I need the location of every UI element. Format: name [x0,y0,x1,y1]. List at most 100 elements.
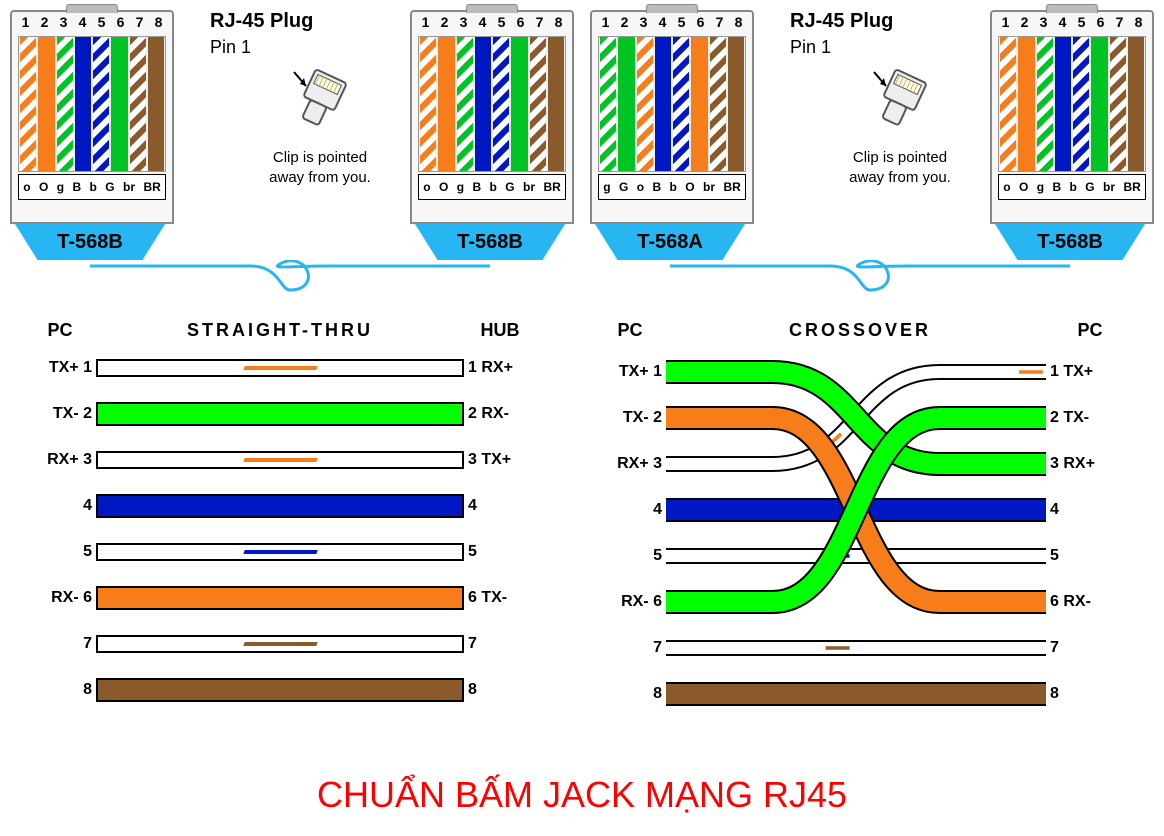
wire-pin [1128,37,1144,171]
rj45-connector-icon [290,68,350,138]
plug-info-block: RJ-45 Plug Pin 1 Clip is pointedaway from… [790,10,1010,187]
wire-pin [493,37,509,171]
pin1-label: Pin 1 [210,37,430,58]
wire-pin [1018,37,1034,171]
pin-label-right: 7 [1046,625,1116,671]
wire-pin [130,37,146,171]
wire-pin [93,37,109,171]
wire-bar [96,494,464,518]
wire-pin [618,37,634,171]
wire-pin [728,37,744,171]
wire-bar [96,402,464,426]
left-end-label: PC [30,320,90,341]
wire-bar [96,543,464,561]
right-end-label: HUB [470,320,530,341]
pin-label-right: 5 [464,543,530,561]
pin-label-right: 3 RX+ [1046,441,1116,487]
wire-pin [710,37,726,171]
pin-label-left: 4 [600,487,666,533]
pin-label-left: RX- 6 [600,579,666,625]
wire-pin [673,37,689,171]
pin-label-left: TX+ 1 [600,349,666,395]
clip-tab [66,4,118,13]
clip-note-text: Clip is pointedaway from you. [210,148,430,187]
pin-label-left: TX- 2 [600,395,666,441]
wiring-diagrams-area: PC STRAIGHT-THRU HUB TX+ 11 RX+ TX- 2 2 RX-… [30,320,1134,740]
pin-label-left: TX- 2 [30,405,96,423]
clip-note-text: Clip is pointedaway from you. [790,148,1010,187]
pin-code-row: gGoBbObrBR [598,174,746,200]
plug-title-text: RJ-45 Plug [210,10,430,33]
pin-label-left: RX- 6 [30,589,96,607]
wire-pin [148,37,164,171]
footer-title: CHUẨN BẤM JACK MẠNG RJ45 [0,774,1164,816]
clip-tab [646,4,698,13]
plug-info-block: RJ-45 Plug Pin 1 Clip is pointedaway from… [210,10,430,187]
pin1-label: Pin 1 [790,37,1010,58]
plug-standard-label: T-568B [415,224,565,260]
wire-row: 88 [30,671,530,709]
wire-pin [75,37,91,171]
pin-code-row: oOgBbGbrBR [18,174,166,200]
wire-pin [655,37,671,171]
pin-numbers: 12345678 [592,12,752,32]
rj45-connector-icon [870,68,930,138]
pin-label-right: 4 [1046,487,1116,533]
pin-label-right: 5 [1046,533,1116,579]
wire-pin [1110,37,1126,171]
wire-row: RX+ 33 TX+ [30,441,530,479]
wire-pin [1091,37,1107,171]
wire-pin [457,37,473,171]
crossover-diagram: PC CROSSOVER PCTX+ 1TX- 2RX+ 345RX- 6781… [600,320,1120,740]
pin-numbers: 12345678 [412,12,572,32]
pin-label-left: 8 [30,681,96,699]
pin-label-left: 8 [600,671,666,717]
wire-bar [96,635,464,653]
diagram-header: PC STRAIGHT-THRU HUB [30,320,530,341]
pin-label-right: 7 [464,635,530,653]
plug-standard-label: T-568B [15,224,165,260]
wires-area [998,36,1146,172]
wire-row: TX- 2 2 RX- [30,395,530,433]
pin-label-right: 6 TX- [464,589,530,607]
rj45-plug-t-568a: 12345678 gGoBbObrBR T-568A [590,10,750,260]
diagram-header: PC CROSSOVER PC [600,320,1120,341]
pin-label-left: 4 [30,497,96,515]
cable-line [90,260,490,300]
rj45-plugs-row: 12345678oOgBbGbrBRT-568B12345678oOgBbGbr… [10,10,1154,300]
clip-tab [466,4,518,13]
wires-area [18,36,166,172]
pin-label-right: 6 RX- [1046,579,1116,625]
pin-label-right: 3 TX+ [464,451,530,469]
pin-label-left: 7 [600,625,666,671]
pin-code-row: oOgBbGbrBR [998,174,1146,200]
wire-row: TX+ 11 RX+ [30,349,530,387]
right-end-label: PC [1060,320,1120,341]
wire-pin [57,37,73,171]
wire-bar [96,678,464,702]
pin-label-right: 2 TX- [1046,395,1116,441]
plug-standard-label: T-568B [995,224,1145,260]
straight-thru-diagram: PC STRAIGHT-THRU HUB TX+ 11 RX+ TX- 2 2 RX-… [30,320,530,740]
wire-pin [1073,37,1089,171]
wire-pin [530,37,546,171]
rj45-plug-t-568b: 12345678oOgBbGbrBRT-568B [990,10,1150,260]
crossover-wires-svg [666,349,1046,717]
plug-title-text: RJ-45 Plug [790,10,1010,33]
pin-label-right: 2 RX- [464,405,530,423]
plug-standard-label: T-568A [595,224,745,260]
wire-pin [548,37,564,171]
wire-pin [38,37,54,171]
wire-pin [1055,37,1071,171]
wire-pin [475,37,491,171]
wire-bar [96,586,464,610]
rj45-plug-t-568b: 12345678oOgBbGbrBRT-568B [10,10,170,260]
pin-label-right: 8 [464,681,530,699]
pin-label-left: 5 [30,543,96,561]
pin-label-right: 1 TX+ [1046,349,1116,395]
rj45-plug-t-568b: 12345678oOgBbGbrBRT-568B [410,10,570,260]
wire-pin [438,37,454,171]
wire-pin [691,37,707,171]
wire-row: 77 [30,625,530,663]
pin-label-left: 7 [30,635,96,653]
